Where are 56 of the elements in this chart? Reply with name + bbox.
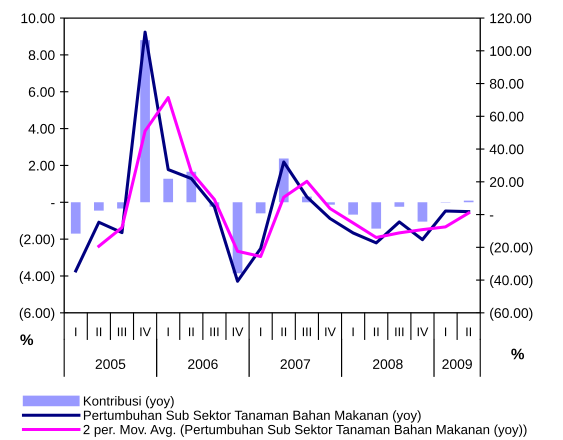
y2-tick-label: 40.00	[490, 144, 524, 154]
x-tick-label: III	[210, 328, 218, 336]
bar	[70, 202, 81, 234]
x-tick-label: II	[188, 328, 194, 336]
legend-label: 2 per. Mov. Avg. (Pertumbuhan Sub Sektor Tanaman Bahan Makanan (yoy))	[84, 424, 527, 437]
x-tick-label: I	[260, 328, 262, 336]
y-tick-label: (4.00)	[20, 270, 54, 284]
y-tick-label: -	[51, 203, 55, 204]
x-tick-label: I	[352, 328, 354, 336]
text: 2008	[373, 359, 403, 370]
bar	[256, 202, 266, 214]
bar	[418, 202, 428, 222]
x-tick-label: III	[118, 328, 126, 336]
x-tick-label: II	[374, 328, 379, 336]
x-tick-label: IV	[325, 328, 336, 336]
line-series	[97, 96, 470, 258]
line-series	[74, 30, 470, 283]
y-axis-title: %	[20, 334, 34, 346]
y2-tick-label: (60.00)	[490, 308, 532, 321]
y-tick-label: 8.00	[28, 50, 55, 60]
y2-tick-label: 20.00	[490, 177, 524, 187]
bar	[163, 178, 174, 202]
y-tick-label: (2.00)	[20, 234, 54, 248]
legend-label: Pertumbuhan Sub Sektor Tanaman Bahan Makanan (yoy)	[84, 410, 421, 423]
x-tick-label: IV	[418, 328, 428, 336]
y-tick-label: (6.00)	[20, 308, 54, 321]
bar	[348, 202, 358, 215]
text: 2005	[96, 359, 126, 370]
x-tick-label: III	[395, 328, 404, 336]
y2-tick-label: 80.00	[490, 78, 524, 89]
y2-tick-label: (20.00)	[490, 242, 532, 256]
y-tick-label: 10.00	[21, 13, 55, 24]
text: 2007	[280, 359, 310, 370]
bar	[94, 202, 104, 211]
x-tick-label: II	[281, 328, 286, 336]
x-tick-label: IV	[140, 328, 151, 336]
y-tick-label: 2.00	[28, 160, 55, 171]
text: 2006	[188, 359, 218, 370]
y2-tick-label: (40.00)	[490, 275, 532, 288]
y2-axis-title: %	[511, 348, 524, 360]
x-tick-label: II	[466, 328, 471, 336]
bar	[371, 202, 382, 229]
x-tick-label: I	[75, 328, 76, 336]
x-tick-label: IV	[232, 328, 244, 336]
x-tick-label: I	[444, 328, 446, 336]
y2-tick-label: 120.00	[490, 13, 532, 24]
y-tick-label: 6.00	[28, 87, 55, 97]
y2-tick-label: -	[490, 215, 494, 216]
legend-label: Kontribusi (yoy)	[84, 396, 174, 408]
x-tick-label: I	[168, 328, 169, 336]
y2-tick-label: 100.00	[490, 46, 532, 56]
x-tick-label: II	[96, 328, 102, 336]
y2-tick-label: 60.00	[490, 112, 524, 122]
x-tick-label: III	[302, 328, 311, 336]
y-tick-label: 4.00	[28, 124, 55, 134]
text: 2009	[442, 359, 472, 370]
